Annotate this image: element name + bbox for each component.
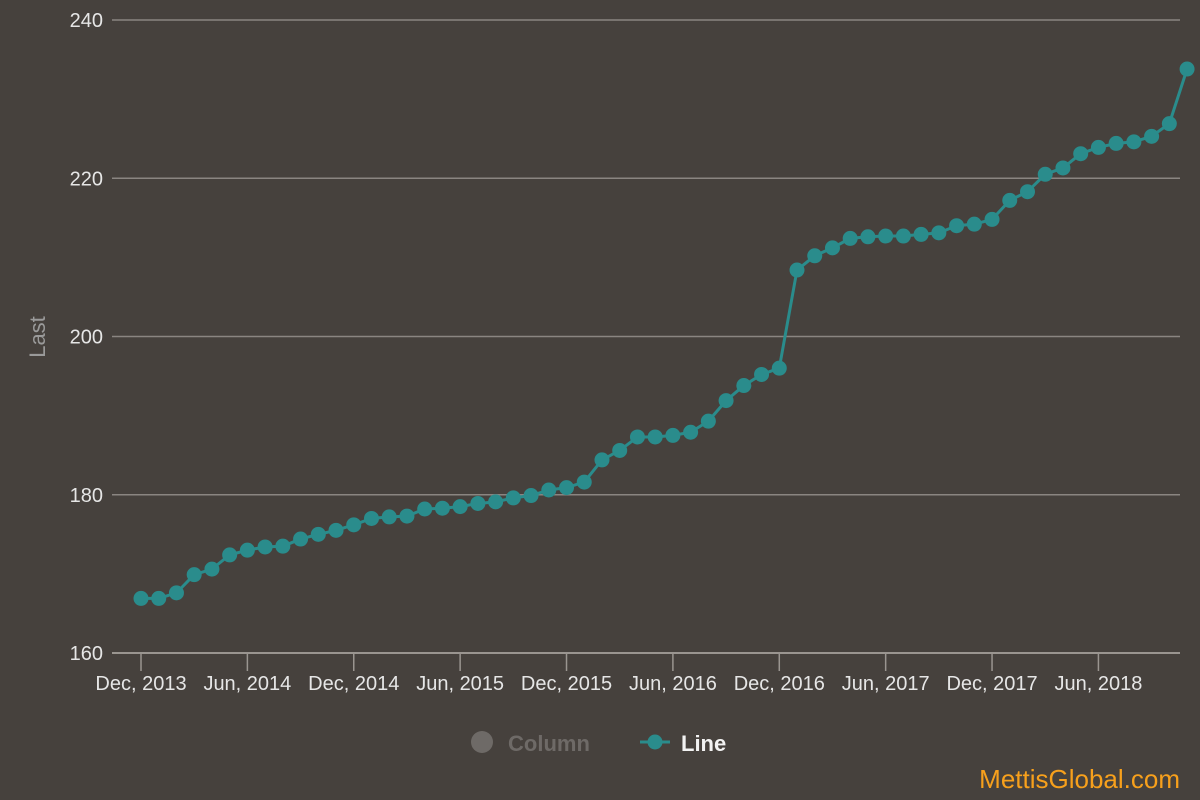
legend-line-label: Line: [681, 731, 726, 756]
data-point: [434, 500, 450, 516]
x-tick-label: Dec, 2015: [521, 673, 612, 695]
data-points: [133, 61, 1195, 606]
data-point: [328, 522, 344, 538]
legend: Column Line: [471, 731, 726, 756]
y-tick-label: 160: [70, 643, 103, 665]
data-point: [683, 424, 699, 440]
data-point: [1020, 184, 1035, 200]
data-point: [718, 393, 734, 409]
x-tick-label: Jun, 2017: [842, 673, 930, 695]
data-point: [186, 567, 202, 583]
data-point: [559, 480, 575, 496]
x-tick-label: Jun, 2014: [203, 673, 291, 695]
data-point: [647, 429, 663, 445]
y-axis-title: Last: [25, 316, 50, 358]
data-point: [842, 230, 858, 246]
data-point: [1055, 160, 1071, 176]
data-point: [257, 539, 273, 555]
legend-line-marker: [647, 734, 663, 750]
data-point: [399, 508, 415, 524]
data-point: [310, 526, 326, 542]
x-tick-label: Jun, 2015: [416, 673, 504, 695]
y-tick-label: 240: [70, 10, 103, 32]
x-tick-label: Jun, 2018: [1054, 673, 1142, 695]
data-point: [1161, 116, 1177, 132]
data-point: [293, 531, 309, 547]
data-point: [895, 228, 911, 244]
data-point: [807, 248, 823, 264]
data-point: [771, 360, 787, 376]
data-point: [736, 378, 752, 394]
data-point: [913, 226, 929, 242]
data-point: [275, 538, 291, 554]
data-point: [629, 429, 645, 445]
data-point: [824, 240, 840, 256]
series-line-path: [141, 68, 1189, 600]
data-point: [204, 561, 220, 577]
data-point: [1090, 139, 1106, 155]
data-point: [168, 585, 184, 601]
data-point: [452, 499, 468, 515]
data-point: [594, 452, 610, 468]
data-point: [1002, 192, 1018, 208]
watermark-logo-text: MettisGlobal.com: [979, 764, 1180, 794]
data-point: [949, 218, 965, 234]
data-point: [470, 495, 486, 511]
data-point: [789, 262, 805, 278]
data-point: [1126, 134, 1142, 150]
series-line: [141, 68, 1189, 600]
legend-column-label: Column: [508, 731, 590, 756]
legend-column-marker: [471, 731, 493, 753]
y-tick-label: 200: [70, 327, 103, 349]
data-point: [612, 442, 628, 458]
data-point: [878, 228, 894, 244]
data-point: [239, 542, 255, 558]
data-point: [417, 501, 433, 517]
data-point: [966, 216, 982, 232]
data-point: [700, 413, 716, 429]
x-tick-label: Dec, 2013: [95, 673, 186, 695]
data-point: [488, 494, 504, 510]
data-point: [505, 490, 521, 506]
data-point: [665, 427, 681, 443]
data-point: [1179, 61, 1195, 77]
data-point: [222, 547, 238, 563]
y-tick-label: 220: [70, 168, 103, 190]
axes: 160 180 200 220 240 Dec, 2013 Jun, 2014 Dec, 20…: [25, 10, 1180, 695]
data-point: [1037, 166, 1053, 182]
data-point: [523, 488, 539, 504]
data-point: [860, 229, 876, 245]
data-point: [1144, 128, 1160, 144]
x-tick-label: Jun, 2016: [629, 673, 717, 695]
data-point: [151, 590, 167, 606]
data-point: [984, 211, 1000, 227]
data-point: [541, 482, 557, 498]
data-point: [576, 474, 592, 490]
x-tick-label: Dec, 2014: [308, 673, 399, 695]
data-point: [363, 510, 379, 526]
x-tick-label: Dec, 2017: [946, 673, 1037, 695]
y-tick-label: 180: [70, 485, 103, 507]
data-point: [346, 517, 362, 533]
data-point: [1108, 135, 1124, 151]
data-point: [754, 366, 770, 382]
x-tick-label: Dec, 2016: [734, 673, 825, 695]
data-point: [133, 590, 149, 606]
data-point: [381, 509, 397, 525]
grid-lines: [112, 19, 1180, 654]
data-point: [1073, 146, 1089, 162]
data-point: [931, 225, 947, 241]
